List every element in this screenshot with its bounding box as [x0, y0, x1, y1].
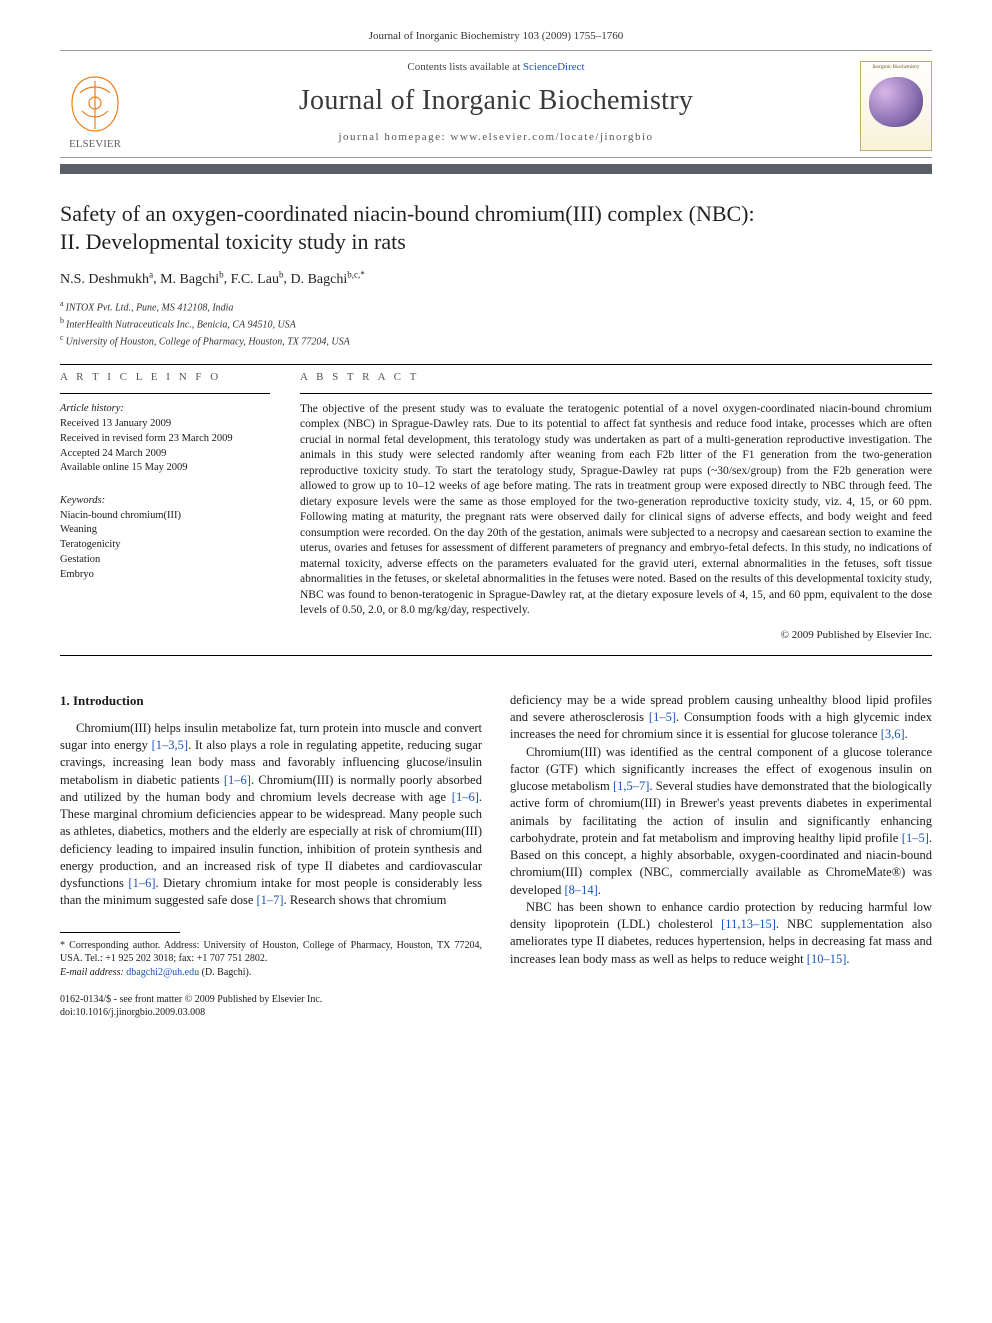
- keyword-3: Teratogenicity: [60, 538, 270, 553]
- title-line-2: II. Developmental toxicity study in rats: [60, 229, 406, 254]
- affiliation-c: cUniversity of Houston, College of Pharm…: [60, 332, 932, 349]
- citation-ref[interactable]: [1–3,5]: [152, 738, 188, 752]
- citation-ref[interactable]: [8–14]: [565, 883, 598, 897]
- thick-rule: [60, 164, 932, 174]
- cover-label: Inorganic Biochemistry: [872, 65, 919, 71]
- author-1: N.S. Deshmukha: [60, 272, 153, 287]
- right-para-1: deficiency may be a wide spread problem …: [510, 692, 932, 744]
- email-paren: (D. Bagchi).: [199, 967, 251, 978]
- intro-para-1: Chromium(III) helps insulin metabolize f…: [60, 720, 482, 910]
- citation-ref[interactable]: [1–6]: [452, 790, 479, 804]
- history-line-1: Received 13 January 2009: [60, 417, 270, 432]
- publisher-name: ELSEVIER: [69, 138, 122, 150]
- front-matter-line: 0162-0134/$ - see front matter © 2009 Pu…: [60, 993, 482, 1006]
- title-line-1: Safety of an oxygen-coordinated niacin-b…: [60, 201, 755, 226]
- history-line-3: Accepted 24 March 2009: [60, 447, 270, 462]
- citation-ref[interactable]: [10–15]: [807, 952, 847, 966]
- abstract-copyright: © 2009 Published by Elsevier Inc.: [300, 629, 932, 641]
- info-rule: [60, 393, 270, 394]
- keywords-head: Keywords:: [60, 494, 270, 509]
- article-history: Article history: Received 13 January 200…: [60, 402, 270, 583]
- citation-ref[interactable]: [11,13–15]: [721, 917, 776, 931]
- cover-art: [869, 77, 923, 127]
- elsevier-logo: ELSEVIER: [60, 71, 130, 151]
- citation-ref[interactable]: [1–5]: [649, 710, 676, 724]
- publisher-logo-wrap: ELSEVIER: [60, 61, 150, 151]
- journal-homepage: journal homepage: www.elsevier.com/locat…: [160, 131, 832, 143]
- keyword-1: Niacin-bound chromium(III): [60, 509, 270, 524]
- rule-below-abstract: [60, 655, 932, 656]
- affiliation-b: bInterHealth Nutraceuticals Inc., Benici…: [60, 315, 932, 332]
- right-para-2: Chromium(III) was identified as the cent…: [510, 744, 932, 899]
- journal-name: Journal of Inorganic Biochemistry: [160, 85, 832, 117]
- abstract-heading: A B S T R A C T: [300, 371, 932, 383]
- contents-prefix: Contents lists available at: [407, 61, 522, 73]
- author-3: F.C. Laub: [231, 272, 284, 287]
- citation-ref[interactable]: [1,5–7]: [613, 779, 649, 793]
- rule-above-abstract: [60, 364, 932, 365]
- citation-ref[interactable]: [1–6]: [128, 876, 155, 890]
- cover-thumb-wrap: Inorganic Biochemistry: [842, 61, 932, 151]
- history-line-4: Available online 15 May 2009: [60, 461, 270, 476]
- citation-ref[interactable]: [1–6]: [224, 773, 251, 787]
- corresponding-footnote: * Corresponding author. Address: Univers…: [60, 939, 482, 980]
- running-head: Journal of Inorganic Biochemistry 103 (2…: [60, 30, 932, 42]
- corr-email-link[interactable]: dbagchi2@uh.edu: [126, 967, 199, 978]
- body-col-right: deficiency may be a wide spread problem …: [510, 692, 932, 1019]
- abstract-column: A B S T R A C T The objective of the pre…: [300, 371, 932, 641]
- affiliation-a: aINTOX Pvt. Ltd., Pune, MS 412108, India: [60, 298, 932, 315]
- info-abstract-row: A R T I C L E I N F O Article history: R…: [60, 371, 932, 641]
- bottom-meta: 0162-0134/$ - see front matter © 2009 Pu…: [60, 993, 482, 1019]
- author-2: M. Bagchib: [160, 272, 224, 287]
- author-4: D. Bagchib,c,*: [290, 272, 364, 287]
- sciencedirect-link[interactable]: ScienceDirect: [523, 61, 585, 73]
- affiliations: aINTOX Pvt. Ltd., Pune, MS 412108, India…: [60, 298, 932, 350]
- footnote-rule: [60, 932, 180, 933]
- citation-ref[interactable]: [3,6]: [881, 727, 905, 741]
- corr-author-line: * Corresponding author. Address: Univers…: [60, 939, 482, 966]
- article-info-column: A R T I C L E I N F O Article history: R…: [60, 371, 270, 641]
- article-title: Safety of an oxygen-coordinated niacin-b…: [60, 200, 932, 255]
- abstract-rule: [300, 393, 932, 394]
- history-line-2: Received in revised form 23 March 2009: [60, 432, 270, 447]
- citation-ref[interactable]: [1–5]: [902, 831, 929, 845]
- body-col-left: 1. Introduction Chromium(III) helps insu…: [60, 692, 482, 1019]
- keyword-5: Embryo: [60, 568, 270, 583]
- history-head: Article history:: [60, 402, 270, 417]
- right-para-3: NBC has been shown to enhance cardio pro…: [510, 899, 932, 968]
- keyword-4: Gestation: [60, 553, 270, 568]
- masthead-center: Contents lists available at ScienceDirec…: [150, 61, 842, 151]
- email-label: E-mail address:: [60, 967, 126, 978]
- contents-line: Contents lists available at ScienceDirec…: [160, 61, 832, 73]
- author-list: N.S. Deshmukha, M. Bagchib, F.C. Laub, D…: [60, 269, 932, 288]
- corr-email-line: E-mail address: dbagchi2@uh.edu (D. Bagc…: [60, 966, 482, 980]
- section-heading-introduction: 1. Introduction: [60, 692, 482, 710]
- citation-ref[interactable]: [1–7]: [257, 893, 284, 907]
- abstract-text: The objective of the present study was t…: [300, 402, 932, 619]
- journal-cover-thumb: Inorganic Biochemistry: [860, 61, 932, 151]
- article-info-heading: A R T I C L E I N F O: [60, 371, 270, 383]
- keyword-2: Weaning: [60, 523, 270, 538]
- masthead: ELSEVIER Contents lists available at Sci…: [60, 51, 932, 158]
- body-columns: 1. Introduction Chromium(III) helps insu…: [60, 692, 932, 1019]
- doi-line: doi:10.1016/j.jinorgbio.2009.03.008: [60, 1006, 482, 1019]
